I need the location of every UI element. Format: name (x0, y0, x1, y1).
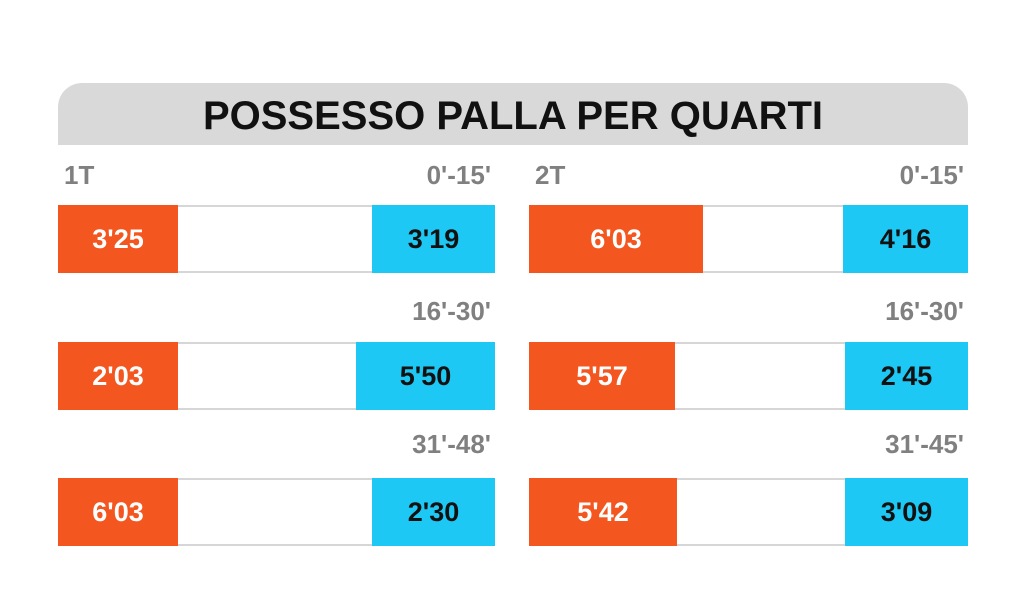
period-range: 31'-48' (412, 429, 491, 459)
away-possession: 5'50 (356, 342, 495, 410)
home-possession: 6'03 (58, 478, 178, 546)
home-possession: 5'42 (529, 478, 677, 546)
half-label: 2T (535, 160, 566, 190)
home-possession: 5'57 (529, 342, 675, 410)
period-range: 0'-15' (899, 160, 964, 190)
home-possession: 3'25 (58, 205, 178, 273)
home-possession: 6'03 (529, 205, 703, 273)
title: POSSESSO PALLA PER QUARTI (58, 83, 968, 145)
period-range: 16'-30' (885, 296, 964, 326)
home-possession: 2'03 (58, 342, 178, 410)
away-possession: 2'45 (845, 342, 968, 410)
period-range: 31'-45' (885, 429, 964, 459)
period-range: 16'-30' (412, 296, 491, 326)
away-possession: 4'16 (843, 205, 968, 273)
away-possession: 3'09 (845, 478, 968, 546)
away-possession: 2'30 (372, 478, 495, 546)
period-range: 0'-15' (426, 160, 491, 190)
away-possession: 3'19 (372, 205, 495, 273)
half-label: 1T (64, 160, 95, 190)
